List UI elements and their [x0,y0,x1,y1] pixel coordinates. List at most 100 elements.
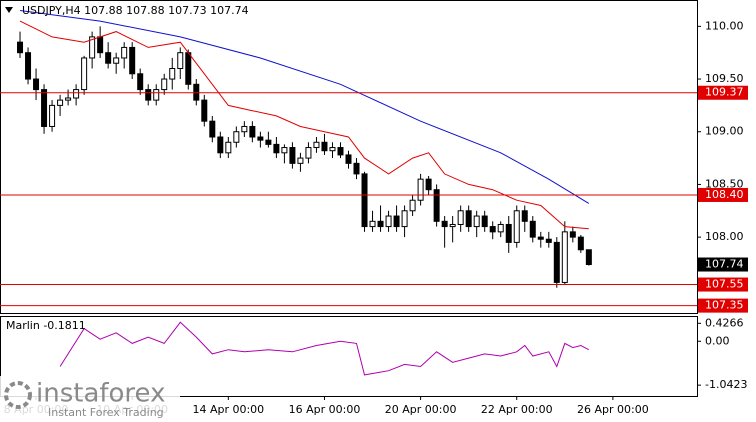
candle-body [561,231,568,283]
level-label-bg [698,85,748,100]
candle-body [353,162,360,175]
candle-body [153,89,160,101]
logo: instaforex Instant Forex Trading [0,376,180,422]
candle-body [465,210,472,228]
candle-body [225,141,232,154]
candle-body [137,73,144,91]
candle-body [65,97,72,101]
candle-body [569,231,576,238]
candle-body [49,104,56,127]
candle-body [337,147,344,156]
x-tick-label: 20 Apr 00:00 [385,403,457,416]
title-arrow [5,7,13,13]
indicator-title: Marlin -0.1811 [6,319,86,332]
y-tick-label: 0.4266 [705,316,744,329]
candle-body [345,154,352,164]
candle-body [193,83,200,101]
logo-icon [4,381,32,409]
candle-body [233,131,240,143]
candle-body [577,236,584,251]
candle-body [433,189,440,222]
y-tick-label: 0.00 [705,334,730,347]
candle-body [377,220,384,228]
x-tick-label: 14 Apr 00:00 [192,403,264,416]
candle-body [529,220,536,238]
candle-body [241,125,248,133]
last-price-label: 107.74 [705,258,744,271]
candle-body [217,136,224,154]
y-tick-label: 108.50 [705,177,744,190]
candle-body [201,99,208,122]
candle-body [409,199,416,212]
candle-body [57,99,64,106]
level-label: 107.55 [705,278,744,291]
candle-body [177,52,184,70]
candle-body [169,68,176,80]
candle-body [121,46,128,59]
candle-body [41,89,48,127]
candle-body [481,215,488,228]
level-label: 109.37 [705,86,744,99]
level-label-bg [698,187,748,202]
y-tick-label: 108.00 [705,230,744,243]
candle-body [329,147,336,152]
level-label: 108.40 [705,188,744,201]
candle-body [265,139,272,145]
candle-body [513,210,520,243]
candle-body [81,57,88,91]
candle-body [73,89,80,99]
candle-body [393,215,400,228]
candle-body [441,220,448,228]
candle-body [97,36,104,54]
candle-body [249,125,256,138]
x-tick-label: 26 Apr 00:00 [577,403,649,416]
indicator-line [59,321,590,376]
chart-title: USDJPY,H4 107.88 107.88 107.73 107.74 [22,4,249,17]
level-label-bg [698,277,748,292]
candle-body [449,223,456,228]
candle-body [273,143,280,154]
candle-body [17,41,24,54]
moving-average [19,20,589,230]
last-price-bg [698,257,748,272]
candle-body [33,78,40,91]
y-tick-label: 109.50 [705,72,744,85]
logo-name: instaforex [36,379,165,409]
candle-body [545,238,552,243]
x-tick-label: 16 Apr 00:00 [289,403,361,416]
candle-body [489,226,496,233]
candle-body [25,52,32,80]
main-panel [0,0,698,314]
candle-body [313,141,320,149]
candle-body [417,178,424,201]
candle-body [505,223,512,243]
candle-body [257,136,264,141]
candle-body [305,147,312,159]
candle-body [585,249,592,266]
level-label-bg [698,298,748,313]
candle-body [129,46,136,75]
candle-body [281,147,288,154]
candle-body [297,157,304,164]
candle-body [321,141,328,152]
candle-body [89,36,96,59]
candle-body [553,241,560,283]
candle-body [145,89,152,101]
y-tick-label: 110.00 [705,19,744,32]
candle-body [105,52,112,64]
candle-body [209,120,216,138]
candle-body [161,78,168,91]
candle-body [497,223,504,233]
candle-body [185,52,192,85]
candle-body [537,236,544,240]
candle-body [369,220,376,228]
candle-body [473,215,480,228]
y-tick-label: -1.0423 [705,378,747,391]
candle-body [401,210,408,228]
x-tick-label: 22 Apr 00:00 [481,403,553,416]
candle-body [521,210,528,222]
y-tick-label: 109.00 [705,125,744,138]
candle-body [385,215,392,228]
candle-body [113,57,120,64]
